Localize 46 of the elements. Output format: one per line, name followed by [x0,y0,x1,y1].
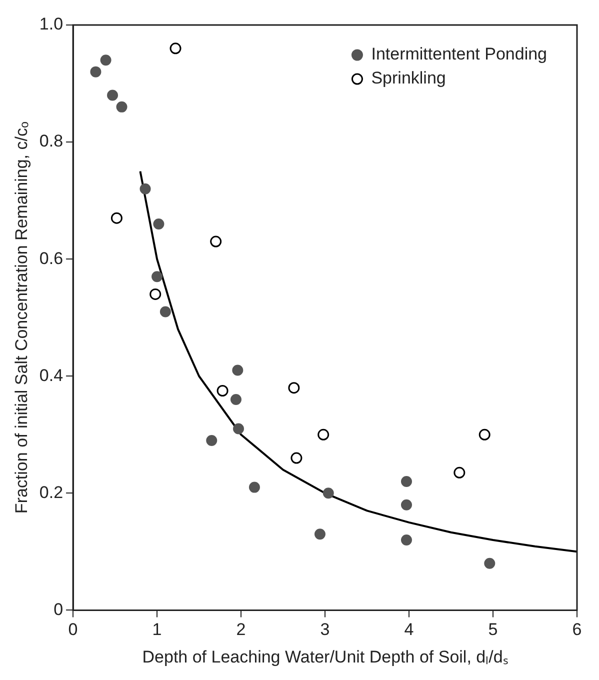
x-tick-label: 5 [488,620,498,640]
y-tick-label: 0.6 [39,248,64,268]
x-tick-label: 2 [236,620,246,640]
point [484,558,496,569]
x-tick-label: 6 [572,620,582,640]
point [150,288,162,300]
y-tick-label: 0.2 [39,482,64,502]
y-tick-label: 0.4 [39,366,64,385]
point [232,364,244,376]
point [233,423,244,434]
point [400,499,412,510]
point [230,394,242,406]
point [400,534,412,546]
y-axis-title: Fraction of initial Salt Concentration Remaining, c/cₒ [12,122,31,514]
x-tick-label: 3 [320,620,330,640]
point [322,488,334,499]
y-tick-label: 1.0 [39,14,64,34]
x-tick-label: 1 [152,620,162,640]
x-axis-title: Depth of Leaching Water/Unit Depth of Soil, dₗ/dₛ [142,647,508,666]
x-tick-label: 0 [68,620,78,640]
point [153,218,164,230]
legend-label: Sprinkling [371,68,446,88]
point [110,212,122,224]
point [90,66,102,78]
point [290,452,302,464]
point [318,428,330,440]
point [170,42,182,54]
point [206,434,218,446]
y-tick-label: 0.8 [39,132,64,151]
point [210,236,222,248]
legend-label: Intermittentent Ponding [371,44,548,64]
y-tick-label: 0 [54,600,64,619]
point [400,476,412,487]
point [100,54,112,66]
point [216,385,228,396]
point [116,101,128,112]
point [478,428,490,440]
point [160,306,171,318]
point [152,271,163,282]
point [314,528,326,540]
point [248,482,260,493]
x-tick-label: 4 [404,620,414,640]
point [140,183,151,194]
point [454,466,466,478]
point [107,90,118,101]
point [288,382,300,394]
